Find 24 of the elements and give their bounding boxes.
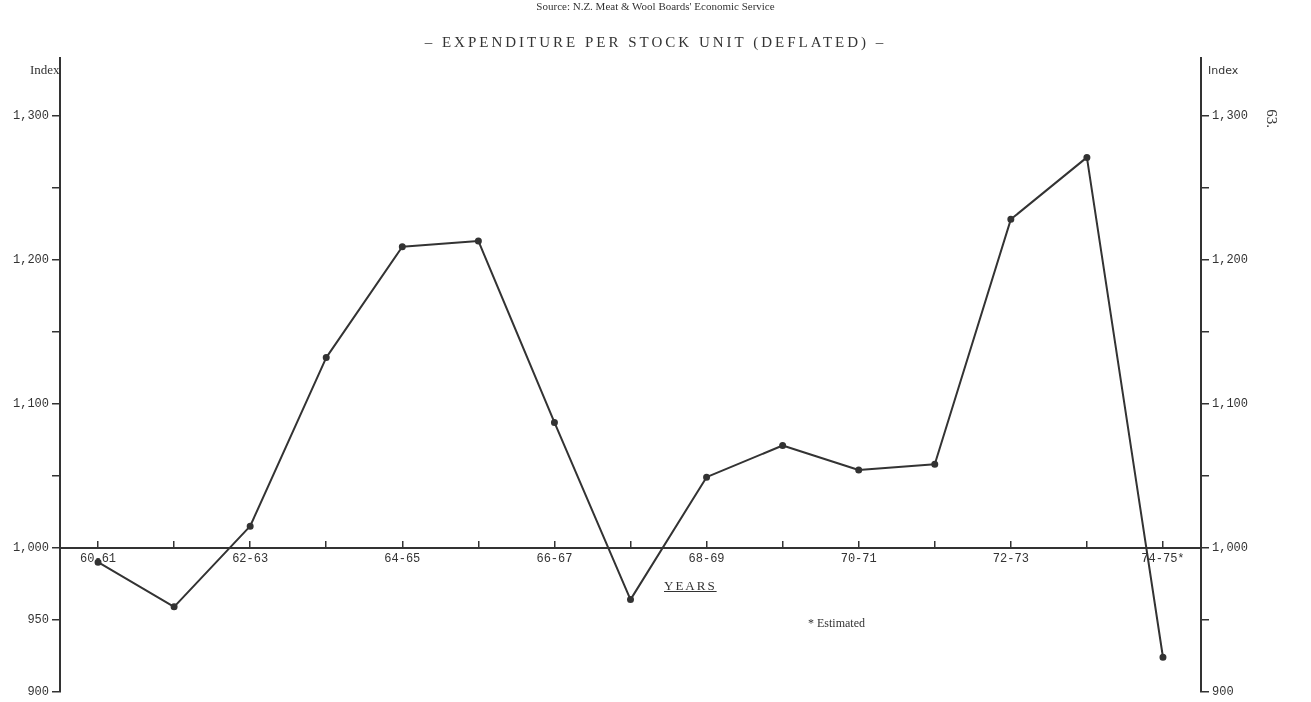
annotation: * Estimated xyxy=(808,616,865,631)
chart-title: – EXPENDITURE PER STOCK UNIT (DEFLATED) – xyxy=(423,34,888,51)
y-tick-label: 900 xyxy=(27,684,50,699)
source-note: Source: N.Z. Meat & Wool Boards' Economic Service xyxy=(535,0,776,12)
y2-axis-title: Index xyxy=(1208,64,1239,77)
y-tick-label: 1,200 xyxy=(12,252,50,267)
y-tick-label: 1,000 xyxy=(12,540,50,555)
x-tick-label: 72-73 xyxy=(992,552,1029,567)
y-tick-label: 1,100 xyxy=(12,396,50,411)
x-tick-label: 70-71 xyxy=(840,552,877,567)
x-tick-label: 68-69 xyxy=(688,552,725,567)
y2-tick-label: 1,300 xyxy=(1211,108,1249,123)
y-tick-label: 1,300 xyxy=(12,108,50,123)
x-axis-title: YEARS xyxy=(664,578,717,594)
x-tick-label: 64-65 xyxy=(384,552,421,567)
x-tick-label: 66-67 xyxy=(536,552,573,567)
x-tick-label: 62-63 xyxy=(232,552,269,567)
y2-tick-label: 1,200 xyxy=(1211,252,1249,267)
text: 63. xyxy=(1262,109,1280,128)
y2-tick-label: 1,000 xyxy=(1211,540,1249,555)
y-tick-label: 950 xyxy=(27,612,50,627)
y2-tick-label: 900 xyxy=(1211,684,1234,699)
y2-tick-label: 1,100 xyxy=(1211,396,1249,411)
y-axis-title: Index xyxy=(30,62,60,78)
